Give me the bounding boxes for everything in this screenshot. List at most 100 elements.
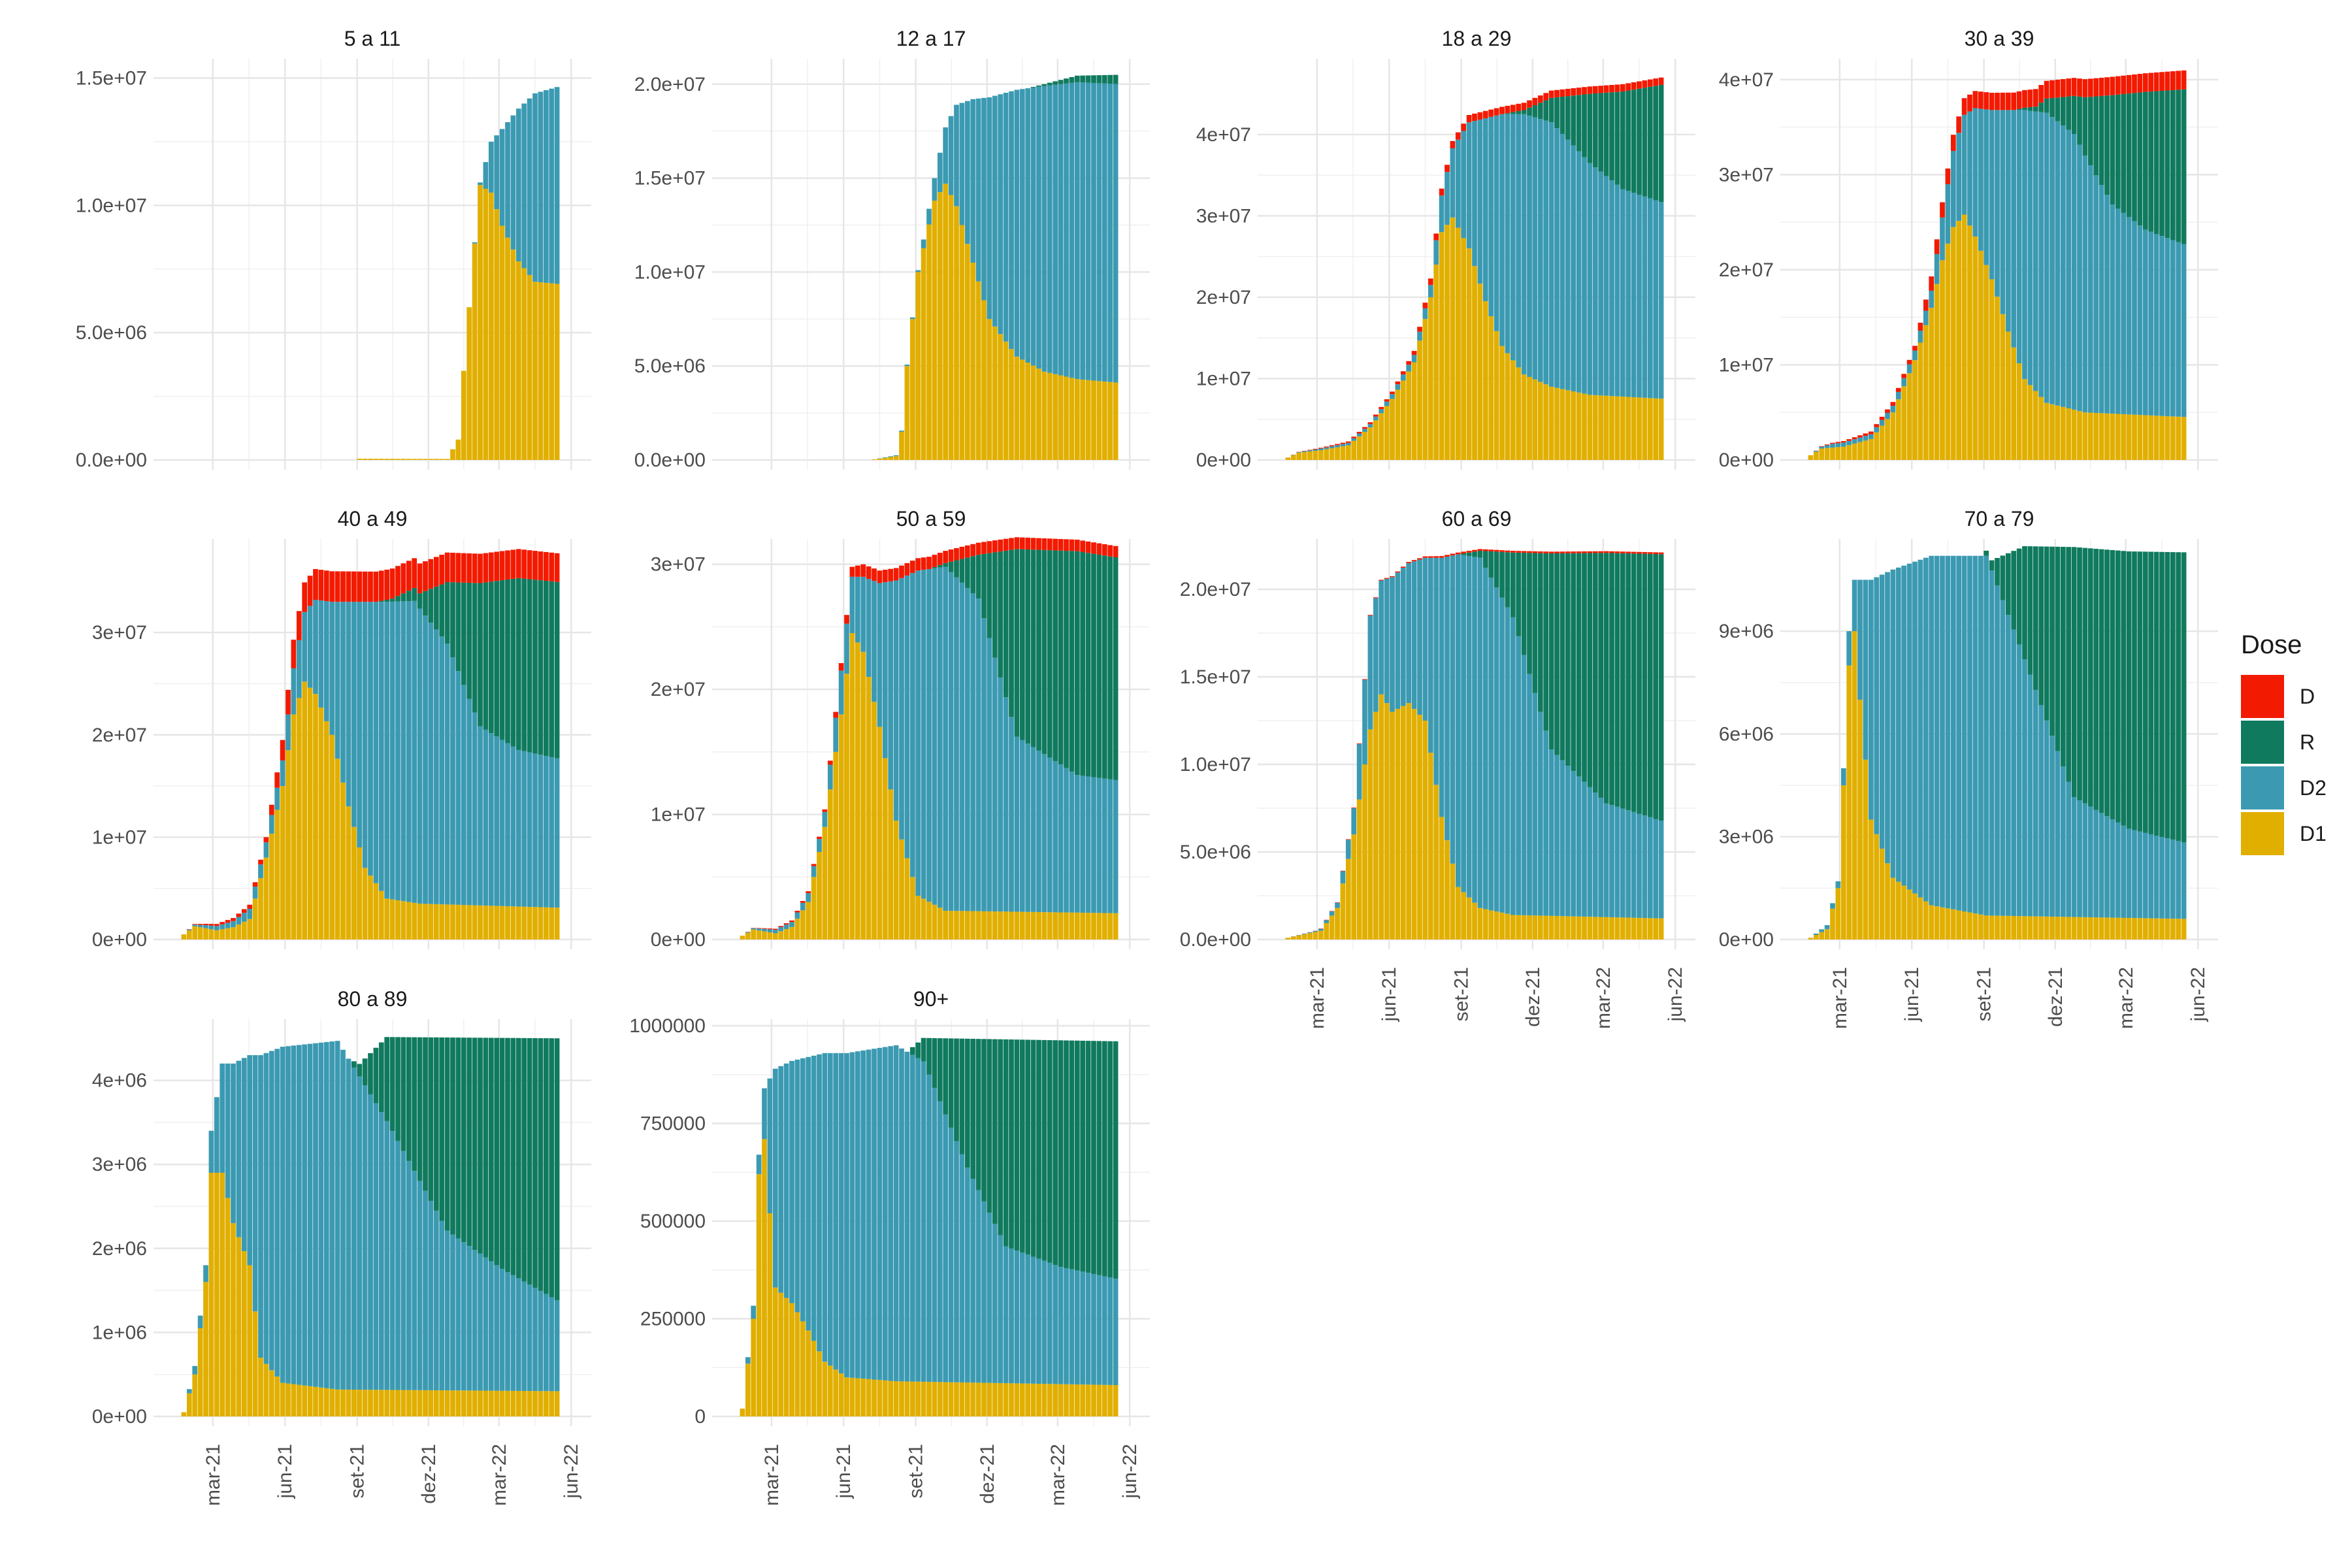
bar-segment-d1 (231, 927, 236, 939)
bar-segment-d2 (1014, 1250, 1020, 1384)
bar-segment-d1 (877, 1380, 883, 1416)
bar-segment-d (1053, 538, 1058, 551)
bar-segment-d2 (1329, 446, 1335, 449)
x-tick-label: mar-22 (2115, 967, 2137, 1029)
bar-segment-d2 (1658, 202, 1664, 399)
bar-segment-d2 (1477, 557, 1483, 908)
bar-segment-d1 (1422, 319, 1428, 460)
bar-segment-d1 (1918, 897, 1923, 939)
bar-segment-r (1036, 85, 1041, 87)
bar-segment-d2 (1080, 82, 1086, 380)
bar-segment-d2 (1830, 444, 1835, 448)
bar-segment-d1 (510, 249, 516, 460)
bar-segment-d1 (1554, 916, 1560, 939)
bar-segment-d (981, 542, 987, 554)
bar-segment-d (214, 924, 220, 926)
bar-segment-d2 (346, 1058, 351, 1390)
bar-segment-r (992, 1039, 998, 1224)
bar-segment-r (351, 1061, 357, 1068)
bar-segment-d2 (745, 932, 751, 933)
bar-segment-d2 (461, 685, 466, 906)
bar-segment-d1 (975, 281, 981, 460)
bar-segment-r (1085, 75, 1091, 83)
bar-segment-d2 (2044, 112, 2050, 403)
bar-segment-d2 (1445, 556, 1450, 841)
bar-segment-r (1009, 549, 1014, 717)
bar-segment-d (1923, 299, 1929, 311)
bar-segment-d1 (515, 906, 521, 939)
bar-segment-d1 (1890, 412, 1896, 460)
bar-segment-d (1642, 551, 1648, 554)
bar-segment-d (1592, 551, 1598, 553)
bar-segment-d1 (1543, 384, 1549, 460)
bar-segment-d (1379, 406, 1384, 410)
bar-segment-d2 (2082, 803, 2088, 917)
bar-segment-d2 (423, 1190, 428, 1390)
bar-segment-d (1840, 441, 1846, 443)
bar-segment-d2 (323, 601, 329, 721)
bar-segment-d (1345, 839, 1351, 840)
bar-segment-d1 (1620, 397, 1625, 460)
bar-segment-d1 (323, 1388, 329, 1416)
bar-segment-d1 (208, 1173, 214, 1416)
x-tick-label: dez-21 (977, 1444, 998, 1504)
bar-segment-d (478, 553, 483, 583)
bar-segment-d (1532, 97, 1538, 106)
bar-segment-r (948, 561, 954, 572)
bar-segment-d (220, 922, 225, 924)
bar-segment-d (1345, 441, 1351, 443)
bar-segment-d2 (899, 1048, 904, 1382)
bar-segment-d1 (899, 431, 904, 460)
bar-segment-d1 (1014, 1383, 1020, 1416)
bar-segment-d2 (1989, 110, 1995, 280)
bar-segment-d (1846, 439, 1852, 441)
bar-segment-d1 (866, 1379, 872, 1416)
bar-segment-d2 (794, 912, 800, 919)
bar-segment-r (1603, 92, 1609, 176)
bar-segment-d2 (767, 929, 773, 932)
bar-segment-d1 (241, 921, 247, 939)
bar-segment-d1 (838, 714, 844, 939)
bar-segment-d1 (1285, 938, 1291, 939)
bar-segment-d2 (2071, 133, 2077, 410)
bar-segment-d (2164, 71, 2170, 91)
bar-segment-d1 (1945, 908, 1951, 939)
bar-segment-d2 (1019, 89, 1025, 360)
bar-segment-d1 (2005, 331, 2011, 460)
bar-segment-d2 (882, 582, 888, 759)
bar-segment-d (1340, 870, 1346, 872)
bar-segment-d1 (1901, 885, 1907, 939)
bar-segment-d2 (893, 455, 899, 457)
bar-segment-d1 (2011, 347, 2017, 460)
bar-segment-d2 (351, 602, 357, 827)
bar-segment-d1 (2016, 363, 2022, 460)
bar-segment-d (1510, 105, 1516, 112)
bar-segment-d1 (860, 651, 866, 939)
bar-segment-d2 (1340, 444, 1346, 447)
bar-segment-d1 (794, 1312, 800, 1416)
bar-segment-r (1571, 553, 1576, 772)
bar-segment-d1 (395, 459, 400, 460)
bar-segment-r (2038, 546, 2044, 706)
bar-segment-d2 (302, 1044, 308, 1386)
bar-segment-d1 (844, 674, 849, 939)
bar-segment-d1 (1989, 279, 1995, 460)
bar-segment-d (549, 552, 555, 581)
bar-segment-d1 (1345, 445, 1351, 460)
bar-segment-d1 (822, 826, 828, 939)
bar-segment-d2 (515, 749, 521, 907)
bar-segment-d2 (1592, 792, 1598, 917)
bar-segment-d (1439, 556, 1445, 558)
y-tick-label: 250000 (640, 1309, 706, 1330)
bar-segment-d1 (926, 224, 932, 460)
bar-segment-d2 (975, 98, 981, 282)
bar-segment-d1 (494, 1390, 500, 1416)
bar-segment-d2 (1450, 555, 1456, 864)
bar-segment-d1 (1472, 266, 1477, 460)
bar-segment-d2 (1819, 929, 1825, 932)
bar-segment-d1 (439, 1390, 445, 1416)
bar-segment-d (1642, 80, 1648, 88)
bar-segment-d2 (494, 1265, 500, 1391)
bar-segment-d2 (2126, 828, 2132, 918)
bar-segment-r (1014, 1039, 1020, 1251)
